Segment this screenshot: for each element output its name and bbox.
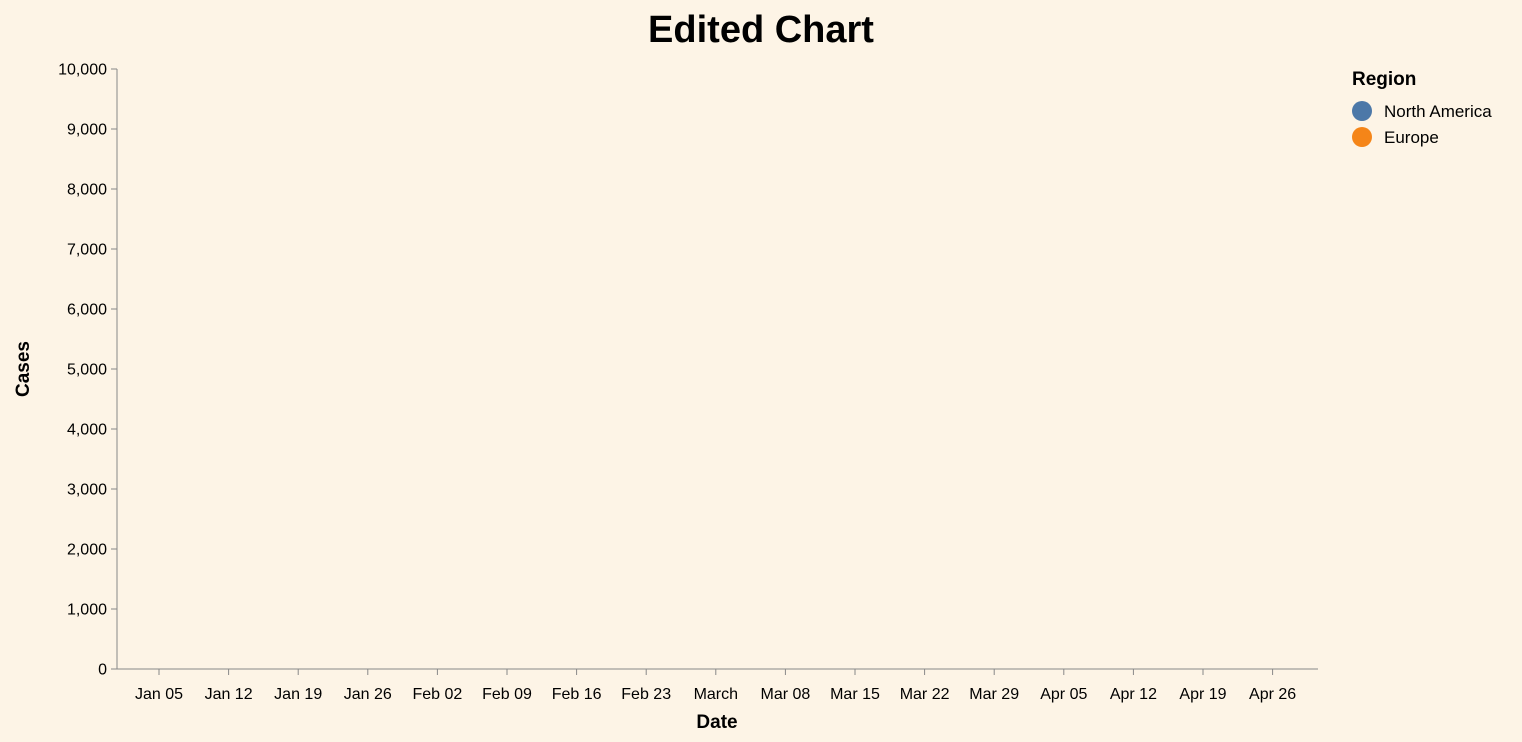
x-tick-label: Feb 09 xyxy=(482,686,532,703)
y-tick-label: 3,000 xyxy=(67,482,107,499)
x-tick-label: Feb 16 xyxy=(552,686,602,703)
legend-swatch xyxy=(1352,127,1372,147)
x-tick-label: Feb 02 xyxy=(412,686,462,703)
x-tick-label: Apr 26 xyxy=(1249,686,1296,703)
y-tick-label: 0 xyxy=(98,662,107,679)
y-tick-label: 7,000 xyxy=(67,242,107,259)
x-tick-label: Jan 26 xyxy=(344,686,392,703)
x-tick-label: Jan 05 xyxy=(135,686,183,703)
legend-label: North America xyxy=(1384,102,1492,121)
y-tick-label: 5,000 xyxy=(67,362,107,379)
legend-label: Europe xyxy=(1384,128,1439,147)
y-ticks: 0 1,000 2,000 3,000 4,000 5,000 6,000 7,000 8,00… xyxy=(58,62,117,679)
legend-swatch xyxy=(1352,101,1372,121)
chart-title: Edited Chart xyxy=(648,9,874,51)
x-tick-label: Mar 29 xyxy=(969,686,1019,703)
x-tick-label: Mar 22 xyxy=(900,686,950,703)
y-tick-label: 4,000 xyxy=(67,422,107,439)
x-tick-label: Mar 08 xyxy=(761,686,811,703)
x-ticks: Jan 05 Jan 12 Jan 19 Jan 26 Feb 02 Feb 09 Feb … xyxy=(135,669,1296,703)
y-tick-label: 10,000 xyxy=(58,62,107,79)
x-tick-label: March xyxy=(694,686,738,703)
legend: Region North America Europe xyxy=(1352,69,1492,147)
x-tick-label: Jan 19 xyxy=(274,686,322,703)
x-tick-label: Apr 05 xyxy=(1040,686,1087,703)
y-tick-label: 2,000 xyxy=(67,542,107,559)
x-tick-label: Feb 23 xyxy=(621,686,671,703)
y-tick-label: 1,000 xyxy=(67,602,107,619)
x-tick-label: Apr 19 xyxy=(1179,686,1226,703)
y-axis-title: Cases xyxy=(13,341,34,397)
x-tick-label: Jan 12 xyxy=(205,686,253,703)
x-tick-label: Mar 15 xyxy=(830,686,880,703)
y-tick-label: 6,000 xyxy=(67,302,107,319)
legend-items: North America Europe xyxy=(1352,101,1492,147)
x-axis: Jan 05 Jan 12 Jan 19 Jan 26 Feb 02 Feb 09 Feb … xyxy=(117,668,1318,733)
y-tick-label: 8,000 xyxy=(67,182,107,199)
y-tick-label: 9,000 xyxy=(67,122,107,139)
x-axis-title: Date xyxy=(696,712,737,733)
y-axis: 0 1,000 2,000 3,000 4,000 5,000 6,000 7,000 8,00… xyxy=(13,62,118,679)
legend-title: Region xyxy=(1352,69,1416,90)
x-tick-label: Apr 12 xyxy=(1110,686,1157,703)
